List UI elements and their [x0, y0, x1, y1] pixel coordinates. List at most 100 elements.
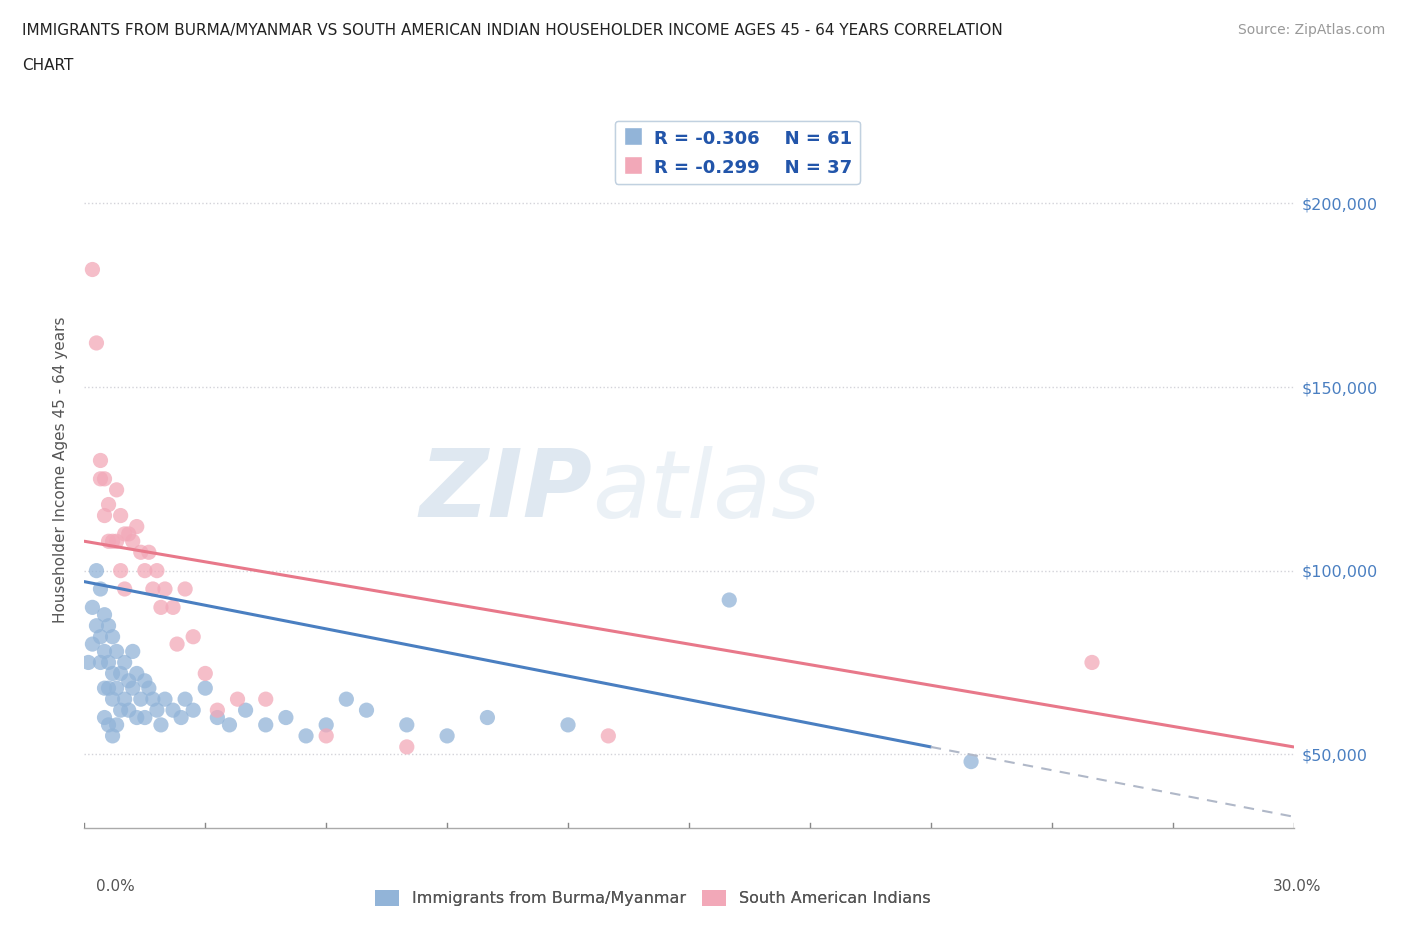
- Point: [101, 666, 124, 681]
- Point: [97, 655, 120, 670]
- Point: [254, 692, 277, 707]
- Point: [77, 655, 100, 670]
- Point: [89, 655, 111, 670]
- Point: [170, 711, 193, 725]
- Point: [226, 692, 249, 707]
- Point: [125, 519, 148, 534]
- Point: [93, 607, 115, 622]
- Point: [105, 681, 128, 696]
- Point: [93, 644, 115, 658]
- Point: [86, 564, 108, 578]
- Text: IMMIGRANTS FROM BURMA/MYANMAR VS SOUTH AMERICAN INDIAN HOUSEHOLDER INCOME AGES 4: IMMIGRANTS FROM BURMA/MYANMAR VS SOUTH A…: [22, 23, 1004, 38]
- Point: [149, 600, 172, 615]
- Point: [89, 453, 111, 468]
- Text: CHART: CHART: [22, 58, 75, 73]
- Point: [97, 717, 120, 732]
- Point: [134, 564, 156, 578]
- Point: [146, 703, 169, 718]
- Point: [181, 630, 204, 644]
- Y-axis label: Householder Income Ages 45 - 64 years: Householder Income Ages 45 - 64 years: [53, 316, 69, 623]
- Point: [121, 534, 143, 549]
- Point: [395, 717, 418, 732]
- Point: [114, 526, 136, 541]
- Point: [598, 728, 620, 743]
- Point: [97, 498, 120, 512]
- Point: [274, 711, 297, 725]
- Point: [118, 703, 141, 718]
- Text: 30.0%: 30.0%: [1274, 879, 1322, 894]
- Legend: R = -0.306    N = 61, R = -0.299    N = 37: R = -0.306 N = 61, R = -0.299 N = 37: [614, 121, 860, 184]
- Point: [315, 728, 337, 743]
- Point: [153, 692, 176, 707]
- Point: [105, 534, 128, 549]
- Point: [207, 711, 229, 725]
- Point: [89, 630, 111, 644]
- Point: [718, 592, 741, 607]
- Point: [207, 703, 229, 718]
- Point: [125, 666, 148, 681]
- Point: [162, 600, 184, 615]
- Point: [118, 526, 141, 541]
- Point: [235, 703, 257, 718]
- Point: [82, 600, 104, 615]
- Point: [149, 717, 172, 732]
- Text: ZIP: ZIP: [419, 445, 592, 538]
- Point: [134, 673, 156, 688]
- Point: [121, 681, 143, 696]
- Point: [254, 717, 277, 732]
- Point: [86, 618, 108, 633]
- Point: [194, 681, 217, 696]
- Point: [105, 644, 128, 658]
- Point: [97, 534, 120, 549]
- Point: [93, 681, 115, 696]
- Point: [93, 508, 115, 523]
- Point: [101, 728, 124, 743]
- Point: [315, 717, 337, 732]
- Point: [89, 581, 111, 596]
- Point: [114, 581, 136, 596]
- Point: [138, 681, 160, 696]
- Point: [218, 717, 240, 732]
- Point: [194, 666, 217, 681]
- Point: [93, 472, 115, 486]
- Point: [110, 564, 132, 578]
- Point: [118, 673, 141, 688]
- Point: [97, 681, 120, 696]
- Point: [82, 262, 104, 277]
- Point: [1081, 655, 1104, 670]
- Point: [436, 728, 458, 743]
- Point: [181, 703, 204, 718]
- Point: [166, 637, 188, 652]
- Point: [105, 717, 128, 732]
- Point: [105, 483, 128, 498]
- Point: [101, 534, 124, 549]
- Point: [477, 711, 499, 725]
- Point: [129, 692, 152, 707]
- Point: [142, 581, 165, 596]
- Point: [295, 728, 318, 743]
- Point: [138, 545, 160, 560]
- Point: [125, 711, 148, 725]
- Point: [93, 711, 115, 725]
- Point: [142, 692, 165, 707]
- Point: [86, 336, 108, 351]
- Point: [110, 703, 132, 718]
- Point: [129, 545, 152, 560]
- Point: [82, 637, 104, 652]
- Text: 0.0%: 0.0%: [96, 879, 135, 894]
- Point: [174, 692, 197, 707]
- Point: [557, 717, 579, 732]
- Point: [153, 581, 176, 596]
- Point: [356, 703, 378, 718]
- Point: [162, 703, 184, 718]
- Point: [174, 581, 197, 596]
- Point: [114, 692, 136, 707]
- Point: [110, 666, 132, 681]
- Text: atlas: atlas: [592, 445, 821, 537]
- Point: [335, 692, 357, 707]
- Point: [960, 754, 983, 769]
- Point: [121, 644, 143, 658]
- Point: [395, 739, 418, 754]
- Point: [101, 692, 124, 707]
- Point: [110, 508, 132, 523]
